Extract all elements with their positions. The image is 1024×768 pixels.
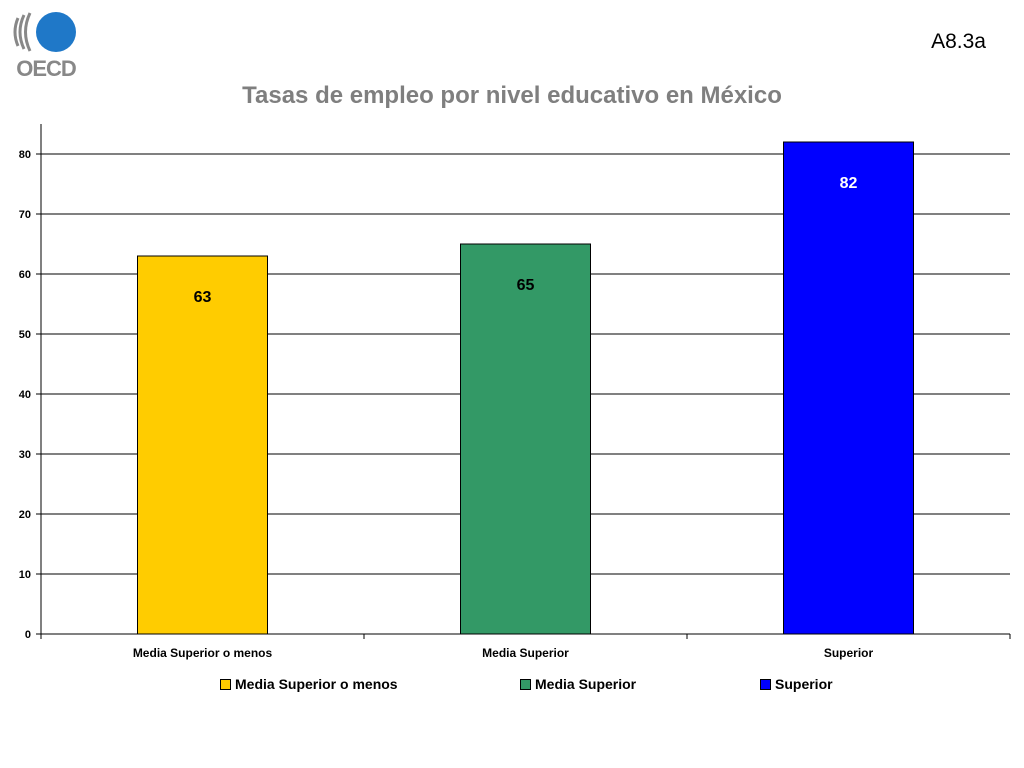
- data-labels: 63 65 82: [194, 175, 858, 306]
- legend-entry: Media Superior o menos: [220, 676, 398, 692]
- legend-swatch: [760, 678, 771, 690]
- legend-label: Media Superior: [535, 676, 637, 692]
- data-label: 63: [194, 289, 212, 306]
- x-tick-label: Media Superior o menos: [133, 646, 273, 660]
- bar: [783, 141, 914, 635]
- oecd-logo-wordmark: OECD: [16, 56, 77, 81]
- x-tick-label: Superior: [824, 646, 874, 660]
- data-label: 65: [517, 277, 535, 294]
- y-tick-label: 40: [19, 389, 31, 401]
- svg-text:OECD: OECD: [16, 56, 76, 81]
- y-tick-label: 60: [19, 269, 31, 281]
- legend-swatch: [520, 678, 531, 690]
- y-tick-label: 30: [19, 449, 31, 461]
- oecd-logo-mark: [13, 12, 76, 52]
- legend-entry: Media Superior: [520, 676, 636, 692]
- legend-label: Superior: [775, 676, 833, 692]
- y-tick-label: 20: [19, 509, 31, 521]
- bars: [137, 141, 914, 635]
- legend-label: Media Superior o menos: [235, 676, 398, 692]
- bar: [137, 255, 268, 635]
- y-tick-label: 70: [19, 209, 31, 221]
- y-tick-label: 0: [25, 629, 31, 641]
- slide-code: A8.3a: [931, 30, 986, 53]
- axes: 0 10 20 30 40 50 60 70 80 Media Superior o menos M…: [19, 124, 1011, 660]
- legend-entry: Superior: [760, 676, 833, 692]
- legend-swatch: [220, 678, 231, 690]
- bar: [460, 243, 591, 635]
- oecd-logo: OECD: [13, 12, 77, 81]
- y-tick-label: 10: [19, 569, 31, 581]
- data-label: 82: [840, 175, 858, 192]
- chart-legend: Media Superior o menos Media Superior Supe…: [0, 676, 1024, 700]
- x-tick-label: Media Superior: [482, 646, 569, 660]
- y-tick-label: 50: [19, 329, 31, 341]
- chart-title: Tasas de empleo por nivel educativo en M…: [242, 82, 782, 109]
- y-tick-label: 80: [19, 149, 31, 161]
